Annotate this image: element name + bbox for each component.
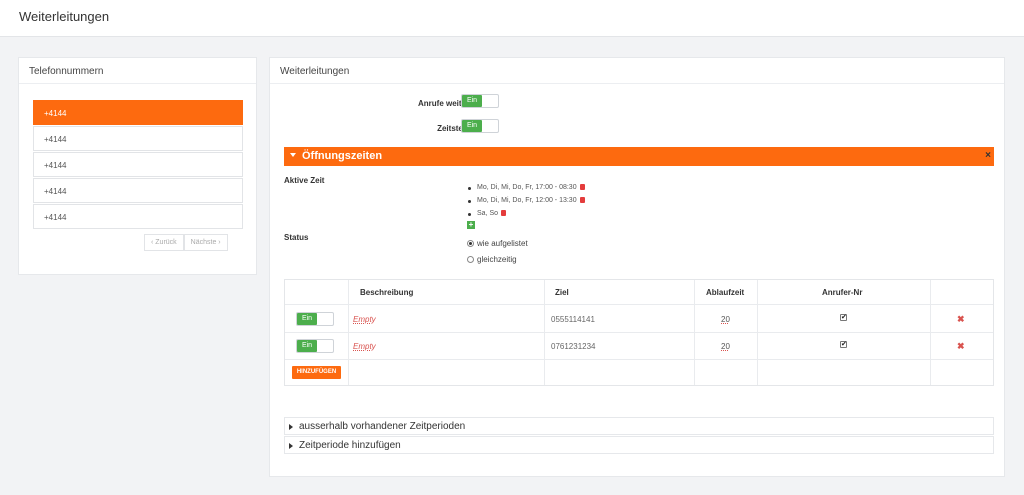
forward-calls-label: Anrufe weiterleiten	[417, 99, 490, 108]
caret-right-icon	[289, 443, 293, 449]
close-icon[interactable]: ×	[985, 150, 991, 161]
forwarding-panel: Weiterleitungen Anrufe weiterleiten Ein …	[269, 57, 1005, 477]
caller-id-checkbox[interactable]: ✔	[840, 314, 847, 321]
opening-hours-header[interactable]: Öffnungszeiten ×	[284, 147, 994, 166]
pager-next-button[interactable]: Nächste ›	[183, 234, 228, 251]
collapsible-label: Zeitperiode hinzufügen	[299, 440, 401, 451]
trash-icon[interactable]	[579, 197, 585, 203]
active-time-item: Mo, Di, Mi, Do, Fr, 17:00 - 08:30	[468, 184, 585, 197]
row-toggle[interactable]: Ein	[296, 339, 334, 353]
add-time-period-toggle[interactable]: Zeitperiode hinzufügen	[284, 436, 994, 454]
opening-hours-title: Öffnungszeiten	[302, 150, 383, 162]
toggle-on-label: Ein	[462, 95, 482, 107]
caret-down-icon	[290, 153, 296, 158]
forward-calls-toggle[interactable]: Ein	[461, 94, 499, 108]
status-option-simultaneous[interactable]: gleichzeitig	[467, 255, 517, 264]
active-time-text: Mo, Di, Mi, Do, Fr, 17:00 - 08:30	[477, 184, 577, 191]
page-title: Weiterleitungen	[19, 9, 110, 24]
forwarding-panel-title: Weiterleitungen	[270, 58, 1004, 84]
phone-numbers-panel: Telefonnummern +4144 +4144 +4144 +4144 +…	[18, 57, 257, 275]
description-cell[interactable]: Empty	[353, 315, 376, 324]
target-cell: 0555114141	[551, 315, 595, 324]
row-toggle[interactable]: Ein	[296, 312, 334, 326]
active-time-label: Aktive Zeit	[284, 176, 325, 185]
active-time-item: Sa, So	[468, 210, 585, 223]
column-header-target: Ziel	[555, 288, 569, 297]
collapsible-label: ausserhalb vorhandener Zeitperioden	[299, 421, 466, 432]
active-time-item: Mo, Di, Mi, Do, Fr, 12:00 - 13:30	[468, 197, 585, 210]
status-option-listed[interactable]: wie aufgelistet	[467, 239, 528, 248]
top-bar: Weiterleitungen	[0, 0, 1024, 37]
column-header-description: Beschreibung	[360, 288, 414, 297]
timeout-cell[interactable]: 20	[721, 342, 730, 351]
delete-row-icon[interactable]: ✖	[957, 341, 965, 351]
pager-prev-button[interactable]: ‹ Zurück	[144, 234, 184, 251]
trash-icon[interactable]	[501, 210, 507, 216]
caret-right-icon	[289, 424, 293, 430]
status-option-label: wie aufgelistet	[477, 239, 528, 248]
phone-numbers-panel-title: Telefonnummern	[19, 58, 256, 84]
phone-item[interactable]: +4144	[33, 152, 243, 177]
caller-id-checkbox[interactable]: ✔	[840, 341, 847, 348]
time-control-toggle[interactable]: Ein	[461, 119, 499, 133]
add-forwarding-button[interactable]: HINZUFÜGEN	[292, 366, 341, 379]
radio-checked-icon[interactable]	[467, 240, 474, 247]
description-cell[interactable]: Empty	[353, 342, 376, 351]
add-time-button[interactable]: +	[467, 220, 475, 229]
column-header-timeout: Ablaufzeit	[706, 288, 745, 297]
status-option-label: gleichzeitig	[477, 255, 517, 264]
toggle-on-label: Ein	[462, 120, 482, 132]
toggle-on-label: Ein	[297, 313, 317, 325]
toggle-on-label: Ein	[297, 340, 317, 352]
pagination: ‹ Zurück Nächste ›	[144, 234, 228, 251]
delete-row-icon[interactable]: ✖	[957, 314, 965, 324]
trash-icon[interactable]	[579, 184, 585, 190]
forwarding-table: Beschreibung Ziel Ablaufzeit Anrufer-Nr …	[284, 279, 994, 386]
status-label: Status	[284, 233, 309, 242]
active-time-text: Sa, So	[477, 210, 499, 217]
phone-list: +4144 +4144 +4144 +4144 +4144	[33, 100, 243, 230]
radio-icon[interactable]	[467, 256, 474, 263]
phone-item[interactable]: +4144	[33, 204, 243, 229]
phone-item[interactable]: +4144	[33, 178, 243, 203]
phone-item[interactable]: +4144	[33, 100, 243, 125]
outside-time-periods-toggle[interactable]: ausserhalb vorhandener Zeitperioden	[284, 417, 994, 435]
column-header-caller-id: Anrufer-Nr	[822, 288, 863, 297]
active-time-text: Mo, Di, Mi, Do, Fr, 12:00 - 13:30	[477, 197, 577, 204]
target-cell: 0761231234	[551, 342, 596, 351]
phone-item[interactable]: +4144	[33, 126, 243, 151]
active-time-list: Mo, Di, Mi, Do, Fr, 17:00 - 08:30 Mo, Di…	[468, 184, 585, 223]
timeout-cell[interactable]: 20	[721, 315, 730, 324]
